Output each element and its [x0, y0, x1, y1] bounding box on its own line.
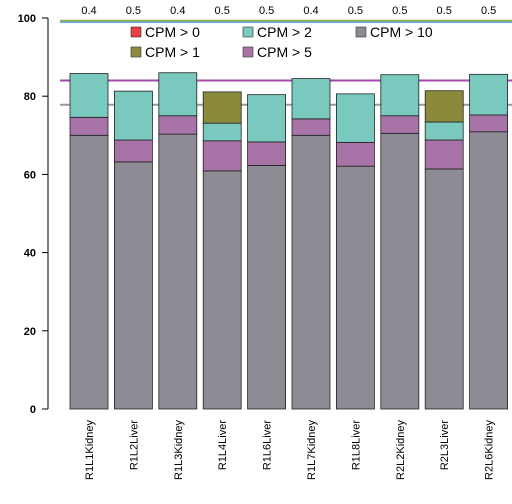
bar-segment-cpm-1 [424, 90, 464, 123]
bar-segment-cpm-10 [469, 131, 509, 410]
bar-segment-cpm-5 [69, 116, 109, 136]
bar-r1l8liver [335, 93, 375, 410]
top-label: 0.4 [81, 5, 96, 17]
legend-label-cpm-2: CPM > 2 [257, 24, 312, 40]
category-label-r2l3liver: R2L3Liver [439, 420, 451, 470]
bar-r1l4liver [202, 91, 242, 410]
top-label: 0.4 [170, 5, 185, 17]
bar-r1l1kidney [69, 73, 109, 410]
bar-segment-cpm-10 [158, 133, 198, 410]
legend-label-cpm-10: CPM > 10 [370, 24, 433, 40]
top-label: 0.5 [348, 5, 363, 17]
bar-segment-cpm-10 [335, 165, 375, 410]
legend-swatch-cpm-5 [242, 46, 254, 58]
top-label: 0.5 [437, 5, 452, 17]
bar-segment-cpm-5 [158, 115, 198, 135]
legend-swatch-cpm-10 [355, 26, 367, 38]
bar-r1l2liver [114, 90, 153, 410]
bar-r1l6liver [247, 94, 287, 410]
bar-segment-cpm-10 [114, 161, 153, 410]
category-label-r1l8liver: R1L8Liver [350, 420, 362, 470]
bar-segment-cpm-2 [202, 122, 242, 142]
bar-segment-cpm-1 [202, 91, 242, 124]
top-labels: 0.4 0.5 0.4 0.5 0.5 0.4 0.5 0.5 0.5 0.5 [81, 5, 496, 17]
category-labels: R1L1Kidney R1L2Liver R1L3Kidney R1L4Liver R1… [84, 420, 496, 480]
bar-segment-cpm-5 [469, 114, 509, 133]
bars [69, 72, 509, 410]
bar-segment-cpm-5 [291, 118, 331, 136]
bar-r1l3kidney [158, 72, 198, 410]
y-tick-label: 60 [24, 169, 36, 181]
category-label-r1l3kidney: R1L3Kidney [173, 420, 185, 480]
y-axis: 0 20 40 60 80 100 [18, 13, 49, 416]
bar-segment-cpm-10 [424, 168, 464, 410]
bar-r2l2kidney [380, 74, 420, 410]
bar-r2l6kidney [469, 73, 509, 410]
legend-label-cpm-1: CPM > 1 [145, 44, 200, 60]
top-label: 0.5 [481, 5, 496, 17]
category-label-r1l4liver: R1L4Liver [217, 420, 229, 470]
top-label: 0.5 [215, 5, 230, 17]
top-label: 0.5 [392, 5, 407, 17]
bar-r1l7kidney [291, 78, 331, 410]
top-label: 0.5 [126, 5, 141, 17]
bar-segment-cpm-5 [335, 141, 375, 167]
legend-swatch-cpm-0 [130, 26, 142, 38]
legend-swatch-cpm-1 [130, 46, 142, 58]
y-tick-label: 100 [18, 13, 36, 25]
bar-segment-cpm-10 [380, 132, 420, 410]
bar-segment-cpm-2 [469, 73, 509, 116]
bar-segment-cpm-5 [424, 139, 464, 170]
category-label-r1l6liver: R1L6Liver [262, 420, 274, 470]
bar-segment-cpm-2 [247, 94, 287, 143]
bar-segment-cpm-2 [291, 78, 331, 120]
bar-segment-cpm-5 [114, 139, 153, 163]
category-label-r2l6kidney: R2L6Kidney [484, 420, 496, 480]
bar-segment-cpm-2 [114, 90, 153, 141]
bar-segment-cpm-2 [335, 93, 375, 143]
category-label-r1l1kidney: R1L1Kidney [84, 420, 96, 480]
bar-segment-cpm-10 [69, 134, 109, 410]
y-tick-label: 40 [24, 248, 36, 260]
legend-swatch-cpm-2 [242, 26, 254, 38]
bar-segment-cpm-5 [202, 140, 242, 172]
bar-segment-cpm-10 [291, 134, 331, 410]
bar-segment-cpm-10 [202, 170, 242, 410]
bar-segment-cpm-5 [380, 115, 420, 134]
legend-label-cpm-0: CPM > 0 [145, 24, 200, 40]
category-label-r1l7kidney: R1L7Kidney [306, 420, 318, 480]
y-tick-label: 0 [30, 404, 36, 416]
bar-segment-cpm-5 [247, 141, 287, 166]
y-tick-label: 20 [24, 326, 36, 338]
category-label-r2l2kidney: R2L2Kidney [395, 420, 407, 480]
bar-segment-cpm-2 [380, 74, 420, 117]
bar-segment-cpm-2 [424, 121, 464, 141]
legend-label-cpm-5: CPM > 5 [257, 44, 312, 60]
top-label: 0.5 [259, 5, 274, 17]
category-label-r1l2liver: R1L2Liver [128, 420, 140, 470]
y-tick-label: 80 [24, 91, 36, 103]
top-label: 0.4 [303, 5, 318, 17]
legend: CPM > 0 CPM > 2 CPM > 10 CPM > 1 CPM > 5 [130, 24, 433, 60]
bar-segment-cpm-2 [158, 72, 198, 117]
bar-segment-cpm-10 [247, 165, 287, 410]
bar-segment-cpm-2 [69, 73, 109, 118]
bar-r2l3liver [424, 90, 464, 410]
